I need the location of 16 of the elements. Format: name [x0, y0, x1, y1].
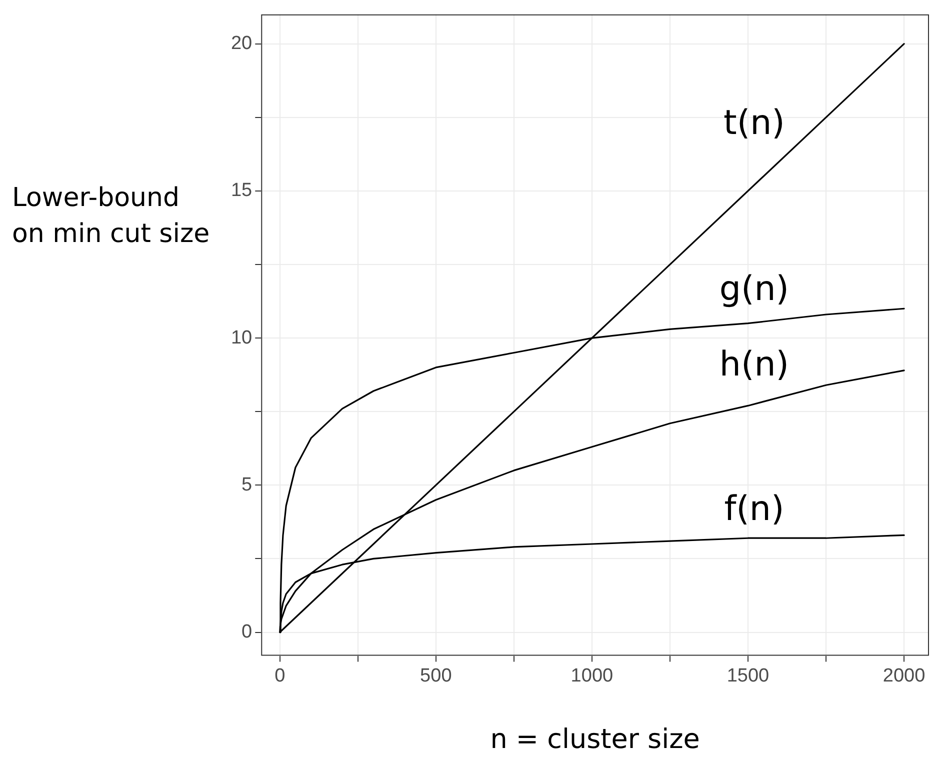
- y-tick-label: 0: [242, 621, 252, 642]
- y-tick-label: 15: [230, 180, 252, 202]
- x-tick-label: 0: [274, 665, 286, 686]
- x-tick-label: 500: [420, 665, 452, 686]
- y-tick-label: 20: [230, 33, 252, 54]
- y-axis-title: Lower-bound on min cut size: [12, 182, 211, 252]
- x-tick-label: 1500: [726, 665, 770, 686]
- series-label: f(n): [724, 488, 784, 529]
- x-tick-label: 2000: [882, 665, 926, 686]
- series-label: h(n): [719, 344, 790, 385]
- x-tick-label: 1000: [570, 665, 614, 686]
- series-label: t(n): [724, 103, 785, 144]
- series-label: g(n): [719, 269, 790, 310]
- x-axis-title: n = cluster size: [490, 724, 700, 755]
- y-tick-label: 5: [242, 474, 252, 496]
- y-tick-label: 10: [230, 327, 252, 348]
